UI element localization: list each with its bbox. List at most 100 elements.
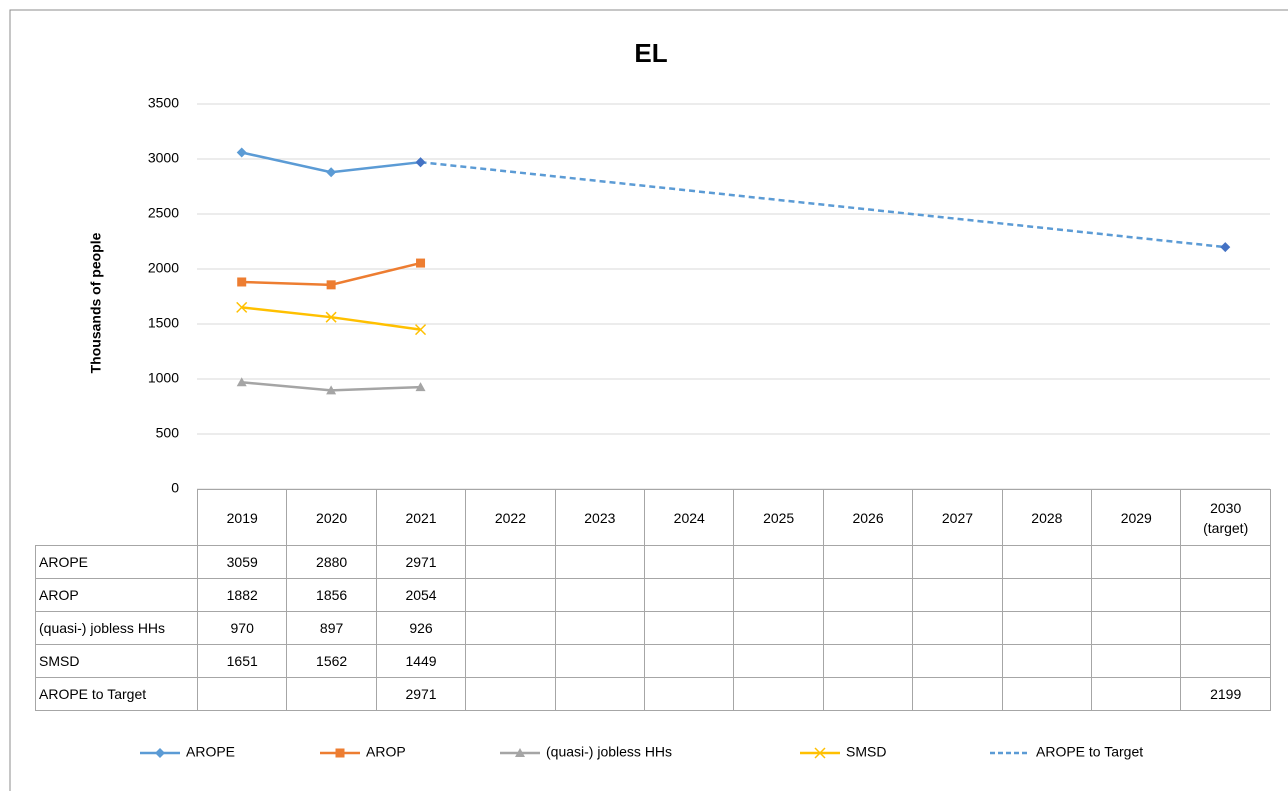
table-cell — [1091, 611, 1182, 645]
table-cell — [554, 611, 646, 645]
x-tick-label: 2023 — [584, 509, 616, 526]
table-cell — [822, 644, 914, 678]
y-tick-label: 500 — [156, 425, 180, 441]
legend-item: SMSD — [800, 744, 886, 760]
table-cell — [1180, 611, 1271, 645]
legend-label: AROPE — [186, 744, 235, 760]
table-cell — [912, 644, 1003, 678]
legend-label: AROPE to Target — [1036, 744, 1143, 760]
value-label: 2971 — [375, 677, 467, 711]
value-label: 897 — [286, 611, 377, 645]
point-marker — [236, 377, 247, 387]
table-cell — [644, 611, 735, 645]
table-cell — [733, 677, 824, 711]
table-cell — [1001, 677, 1093, 711]
x-tick-label: 2024 — [673, 509, 705, 526]
y-axis-label: Thousands of people — [88, 232, 104, 373]
value-label: 2199 — [1180, 677, 1271, 711]
table-cell — [1001, 545, 1093, 579]
series-line — [241, 306, 421, 331]
legend-label: AROP — [366, 744, 406, 760]
table-cell — [554, 644, 646, 678]
table-cell — [1001, 578, 1093, 612]
table-row: AROP 1882 1856 2054 — [35, 578, 1271, 612]
legend-marker — [155, 748, 165, 758]
value-label: 2971 — [375, 545, 467, 579]
table-cell — [644, 677, 735, 711]
table-header-row: 2019 2020 2021 2022 2023 2024 2025 2026 2027 2028… — [35, 489, 1271, 546]
x-tick-label: 2019 — [226, 509, 258, 526]
table-cell — [1180, 578, 1271, 612]
legend-item: (quasi-) jobless HHs — [500, 744, 672, 760]
x-tick-cell: 2022 — [465, 489, 556, 546]
point-marker — [236, 301, 248, 313]
table-cell — [644, 545, 735, 579]
row-label: AROPE — [35, 545, 198, 579]
x-tick-cell: 2021 — [375, 489, 467, 546]
point-marker — [326, 167, 337, 178]
point-marker — [416, 258, 426, 268]
x-tick-cell: 2023 — [554, 489, 646, 546]
legend-item: AROP — [320, 744, 406, 760]
point-marker — [326, 385, 337, 395]
data-table: 2019 2020 2021 2022 2023 2024 2025 2026 2027 2028… — [35, 489, 1271, 711]
chart-title: EL — [634, 38, 667, 68]
table-cell — [1091, 644, 1182, 678]
table-cell — [733, 611, 824, 645]
y-tick-label: 1000 — [148, 370, 179, 386]
point-marker — [1220, 242, 1231, 253]
legend-marker — [515, 748, 525, 757]
value-label: 1856 — [286, 578, 377, 612]
table-cell — [1091, 545, 1182, 579]
table-cell — [1180, 545, 1271, 579]
x-tick-cell: 2020 — [286, 489, 377, 546]
table-cell — [733, 644, 824, 678]
point-marker — [415, 382, 426, 392]
table-cell — [465, 644, 556, 678]
table-cell — [196, 677, 288, 711]
legend-marker — [335, 748, 345, 758]
value-label: 2054 — [375, 578, 467, 612]
table-cell — [554, 545, 646, 579]
point-marker — [415, 324, 427, 336]
x-tick-label: 2025 — [763, 509, 795, 526]
y-tick-label: 3500 — [148, 95, 179, 111]
table-cell — [465, 578, 556, 612]
x-tick-label: 2026 — [852, 509, 884, 526]
table-cell — [554, 677, 646, 711]
x-tick-label: 2022 — [494, 509, 526, 526]
value-label: 926 — [375, 611, 467, 645]
point-marker — [237, 277, 247, 287]
legend-item: AROPE — [140, 744, 235, 760]
table-body: 2019 2020 2021 2022 2023 2024 2025 2026 2027 2028… — [35, 489, 1271, 711]
table-cell — [912, 545, 1003, 579]
row-label: SMSD — [35, 644, 198, 678]
y-tick-label: 3000 — [148, 150, 179, 166]
point-marker — [325, 311, 337, 323]
value-label: 1651 — [196, 644, 288, 678]
table-cell — [286, 677, 377, 711]
x-tick-label: 2027 — [941, 509, 974, 526]
x-tick-cell: 2027 — [912, 489, 1003, 546]
value-label: 3059 — [196, 545, 288, 579]
table-cell — [1091, 677, 1182, 711]
table-cell — [465, 611, 556, 645]
table-corner — [35, 489, 198, 546]
point-marker — [326, 280, 336, 290]
legend-label: SMSD — [846, 744, 886, 760]
point-marker — [415, 157, 426, 168]
x-tick-cell: 2030 (target) — [1180, 489, 1271, 546]
x-tick-cell: 2024 — [644, 489, 735, 546]
series-line — [420, 160, 1226, 249]
table-cell — [822, 611, 914, 645]
table-row: SMSD 1651 1562 1449 — [35, 644, 1271, 678]
table-cell — [1091, 578, 1182, 612]
table-cell — [822, 545, 914, 579]
table-cell — [733, 545, 824, 579]
value-label: 970 — [196, 611, 288, 645]
table-row: AROPE to Target 2971 2199 — [35, 677, 1271, 711]
x-tick-label: 2028 — [1031, 509, 1063, 526]
legend-marker — [814, 747, 826, 759]
